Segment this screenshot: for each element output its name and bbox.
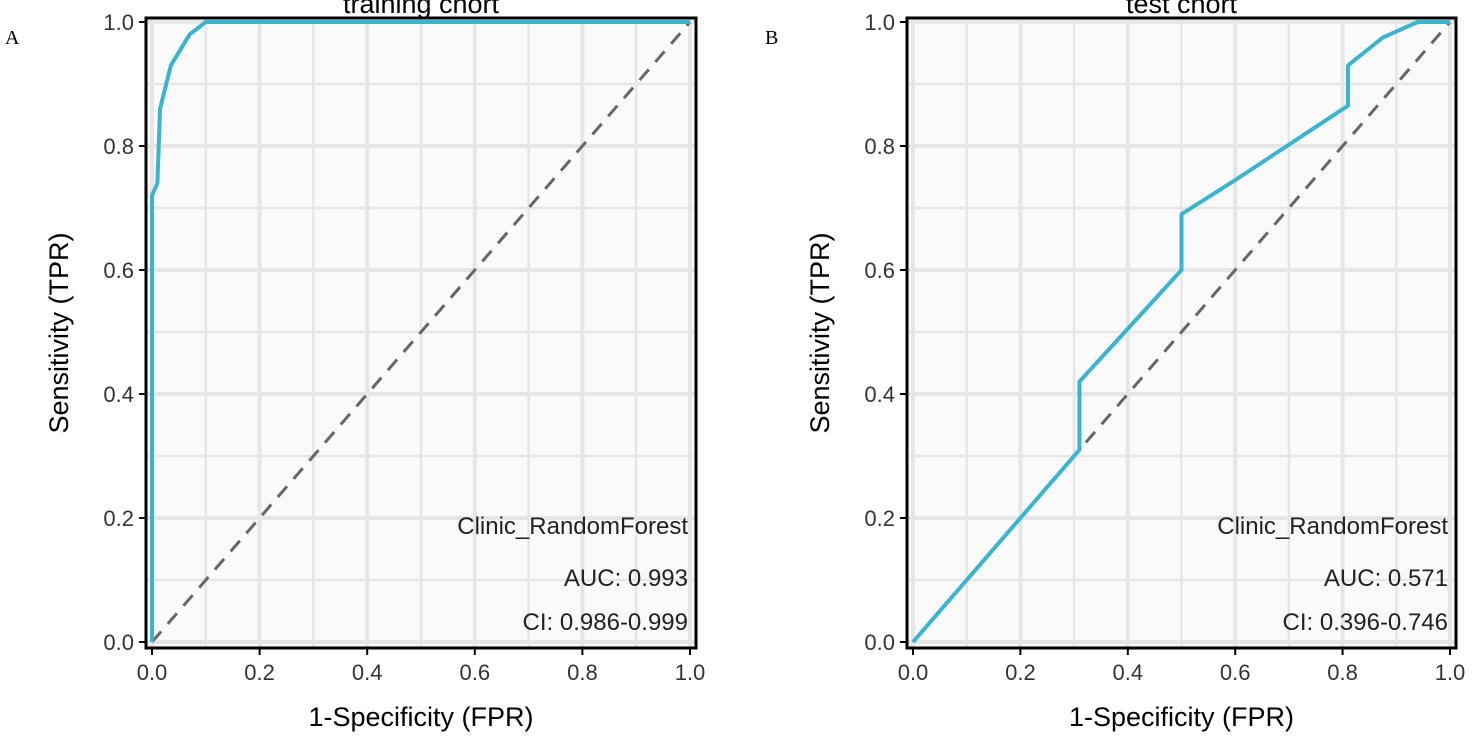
roc-curve <box>150 20 690 642</box>
panel-label: A <box>5 27 20 49</box>
legend-ci: CI: 0.986-0.999 <box>523 609 688 636</box>
y-tick-label: 0.8 <box>103 134 134 159</box>
roc-curve <box>911 20 1450 644</box>
y-tick-label: 0.6 <box>864 258 895 283</box>
x-tick-label: 0.4 <box>352 660 383 685</box>
x-tick-label: 0.2 <box>1005 660 1036 685</box>
x-tick-label: 0.0 <box>137 660 168 685</box>
panel-label: B <box>765 27 778 49</box>
x-tick-label: 0.0 <box>898 660 929 685</box>
x-tick-label: 0.6 <box>1220 660 1251 685</box>
y-tick-label: 0.4 <box>864 382 895 407</box>
y-tick-label: 1.0 <box>103 10 134 35</box>
chart-title: training chort <box>343 0 500 19</box>
x-tick-label: 0.4 <box>1113 660 1144 685</box>
y-tick-label: 0.6 <box>103 258 134 283</box>
diagonal-reference-line <box>150 21 692 643</box>
x-axis-label: 1-Specificity (FPR) <box>1069 702 1294 732</box>
x-tick-label: 0.8 <box>567 660 598 685</box>
plot-frame <box>905 16 1458 650</box>
x-axis-label: 1-Specificity (FPR) <box>308 702 533 732</box>
x-tick-label: 1.0 <box>1435 660 1466 685</box>
panel-B: 0.00.0 0.2 0.2 0.4 0.4 0.6 0.6 0.8 0.8 1.0 1.0 test… <box>765 0 1465 732</box>
diagonal-reference-line <box>911 21 1452 643</box>
x-tick-label: 1.0 <box>675 660 706 685</box>
y-tick-label: 0.2 <box>103 506 134 531</box>
y-tick-label: 0.0 <box>864 630 895 655</box>
panel-A: 0.00.0 0.2 0.2 0.4 0.4 0.6 0.6 0.8 0.8 1.0 1.0 trai… <box>5 0 705 732</box>
y-tick-label: 1.0 <box>864 10 895 35</box>
x-tick-label: 0.6 <box>460 660 491 685</box>
x-tick-label: 0.2 <box>244 660 275 685</box>
chart-title: test chort <box>1126 0 1238 19</box>
plot-frame <box>144 16 698 650</box>
y-tick-label: 0.4 <box>103 382 134 407</box>
legend-auc: AUC: 0.993 <box>564 565 688 592</box>
y-axis-label: Sensitivity (TPR) <box>44 232 74 433</box>
y-axis-label: Sensitivity (TPR) <box>805 232 835 433</box>
legend-auc: AUC: 0.571 <box>1324 565 1448 592</box>
y-tick-label: 0.2 <box>864 506 895 531</box>
y-tick-label: 0.8 <box>864 134 895 159</box>
y-tick-label: 0.0 <box>103 630 134 655</box>
legend-model-name: Clinic_RandomForest <box>457 513 688 540</box>
legend-model-name: Clinic_RandomForest <box>1217 513 1448 540</box>
legend-ci: CI: 0.396-0.746 <box>1283 609 1448 636</box>
x-tick-label: 0.8 <box>1327 660 1358 685</box>
